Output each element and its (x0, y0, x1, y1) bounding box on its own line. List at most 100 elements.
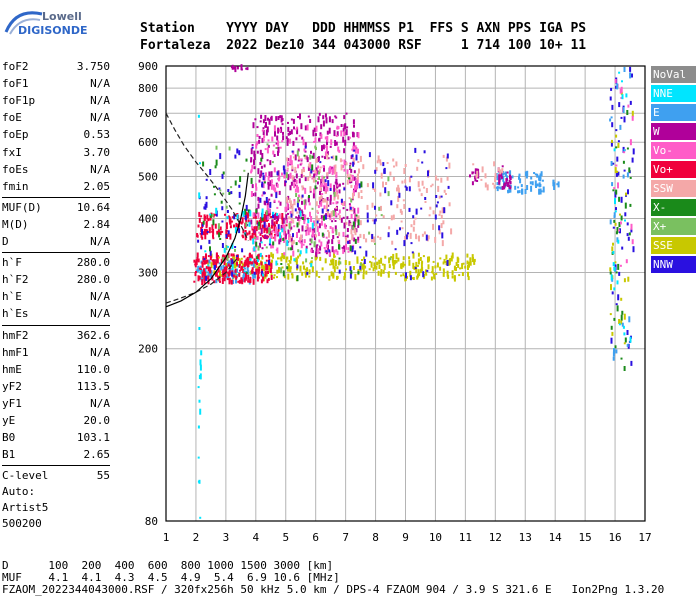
echo-point-vo (252, 271, 255, 274)
echo-point-e (616, 83, 619, 90)
echo-point-sse (283, 255, 285, 260)
echo-point-vo (256, 134, 259, 137)
echo-point-nnw (632, 148, 635, 155)
echo-point-x (387, 176, 390, 182)
echo-point-sse (328, 275, 331, 281)
echo-point-w (280, 224, 283, 230)
echo-point-vo (290, 221, 293, 224)
echo-point-sse (376, 262, 379, 266)
echo-point-w (312, 192, 315, 199)
echo-point-sse (233, 264, 236, 268)
echo-point-nnw (621, 246, 624, 250)
x-tick-label: 6 (312, 531, 319, 544)
echo-point-w (347, 136, 350, 141)
echo-point-x (271, 161, 274, 164)
echo-point-ssw (360, 190, 363, 193)
echo-point-w (355, 181, 358, 188)
echo-point-w (345, 129, 348, 136)
echo-point-x (349, 165, 352, 169)
echo-point-vo (270, 225, 273, 229)
echo-point-sse (419, 269, 422, 274)
echo-point-vo (261, 269, 263, 271)
echo-point-vo (267, 277, 270, 281)
echo-point-vo (304, 214, 307, 220)
param-row-d: D N/A (2, 233, 110, 250)
echo-point-ssw (380, 205, 382, 211)
echo-point-ssw (420, 193, 423, 197)
echo-point-x (618, 222, 621, 227)
echo-point-nne (198, 327, 201, 330)
auto-version: 500200 (2, 517, 42, 530)
echo-point-vo (343, 201, 346, 207)
echo-point-ssw (428, 214, 431, 217)
echo-point-sse (217, 256, 220, 259)
x-tick-label: 9 (402, 531, 409, 544)
x-tick-label: 12 (489, 531, 502, 544)
echo-point-vo (316, 248, 319, 255)
echo-point-ssw (292, 219, 295, 224)
echo-point-vo (326, 135, 329, 142)
legend-item-e: E (651, 104, 696, 121)
echo-point-ssw (322, 198, 325, 203)
echo-point-x (623, 366, 626, 371)
echo-point-w (324, 156, 326, 160)
echo-point-sse (280, 256, 283, 262)
echo-point-x (354, 238, 357, 244)
echo-point-sse (273, 276, 275, 279)
echo-point-ssw (346, 174, 349, 179)
echo-point-w (260, 170, 263, 177)
echo-point-w (348, 203, 351, 206)
echo-point-ssw (318, 196, 321, 201)
echo-point-ssw (289, 200, 292, 207)
echo-point-vo (227, 263, 230, 267)
echo-point-w (266, 236, 269, 240)
echo-point-ssw (301, 169, 304, 175)
param-row-hmf1: hmF1 N/A (2, 344, 110, 361)
echo-point-w (266, 126, 269, 133)
echo-point-ssw (418, 189, 421, 192)
echo-point-w (469, 174, 471, 178)
echo-point-ssw (293, 156, 296, 159)
echo-point-vo (268, 254, 271, 259)
echo-point-e (609, 219, 612, 225)
echo-point-sse (623, 278, 626, 283)
echo-point-ssw (434, 236, 437, 243)
echo-point-vo (256, 141, 259, 146)
echo-point-nne (614, 210, 617, 213)
echo-point-w (269, 180, 272, 187)
echo-point-nne (629, 336, 632, 343)
echo-point-nnw (422, 271, 425, 278)
echo-point-sse (614, 222, 617, 226)
echo-point-ssw (423, 231, 426, 235)
echo-point-vo (256, 235, 259, 240)
param-value: 0.53 (83, 128, 111, 142)
echo-point-x (297, 197, 300, 203)
echo-point-nne (299, 250, 302, 255)
param-row-ye: yE 20.0 (2, 412, 110, 429)
echo-point-w (313, 234, 316, 241)
echo-point-vo (320, 241, 323, 247)
echo-point-nnw (626, 233, 629, 237)
param-row-fxi: fxI 3.70 (2, 144, 110, 161)
echo-point-sse (394, 271, 397, 275)
param-value: 113.5 (76, 379, 110, 393)
echo-point-w (334, 220, 337, 222)
echo-point-vo (321, 175, 324, 182)
echo-point-nne (311, 222, 314, 229)
echo-point-w (277, 150, 279, 156)
echo-point-ssw (357, 192, 360, 199)
echo-point-sse (260, 265, 263, 269)
echo-point-ssw (291, 165, 294, 170)
echo-point-nnw (436, 201, 439, 204)
echo-point-vo (324, 151, 327, 157)
echo-point-nnw (611, 291, 614, 295)
echo-point-w (346, 216, 349, 220)
echo-point-w (261, 137, 264, 143)
echo-point-nnw (631, 73, 633, 78)
echo-point-vo (205, 220, 208, 227)
echo-point-nnw (319, 161, 322, 164)
echo-point-sse (420, 261, 423, 268)
echo-point-w (297, 159, 300, 162)
echo-point-w (322, 120, 325, 127)
echo-point-vo (271, 243, 274, 249)
